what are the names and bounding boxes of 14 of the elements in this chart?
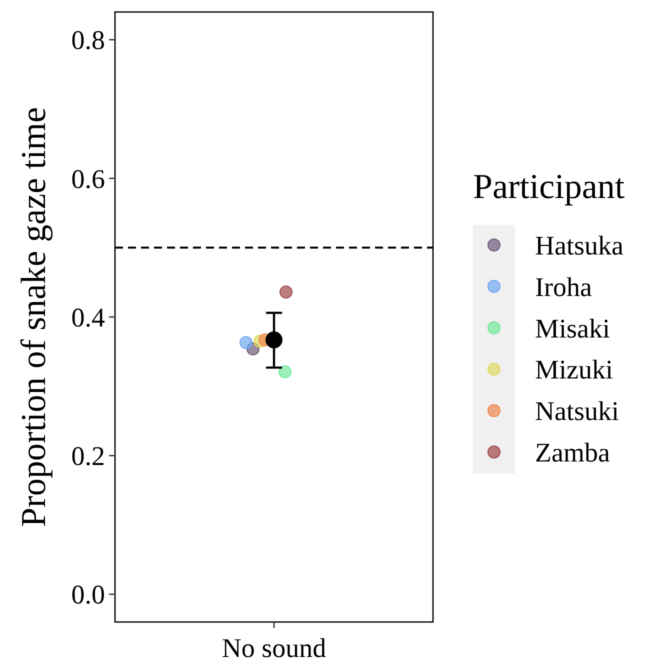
y-tick-label: 0.4 xyxy=(71,302,106,332)
y-axis-title: Proportion of snake gaze time xyxy=(14,107,53,527)
legend-label: Mizuki xyxy=(535,354,613,385)
y-tick-label: 0.8 xyxy=(71,25,105,56)
legend-label: Misaki xyxy=(535,313,610,344)
legend-label: Zamba xyxy=(535,437,610,468)
x-tick-label: No sound xyxy=(222,633,327,663)
y-tick-label: 0.0 xyxy=(71,580,105,610)
legend-label: Hatsuka xyxy=(535,230,624,260)
y-tick-label: 0.6 xyxy=(71,164,105,194)
legend-title: Participant xyxy=(473,167,625,206)
legend-label: Iroha xyxy=(535,272,592,302)
legend-label: Natsuki xyxy=(535,396,619,426)
y-tick-label: 0.2 xyxy=(71,441,105,472)
